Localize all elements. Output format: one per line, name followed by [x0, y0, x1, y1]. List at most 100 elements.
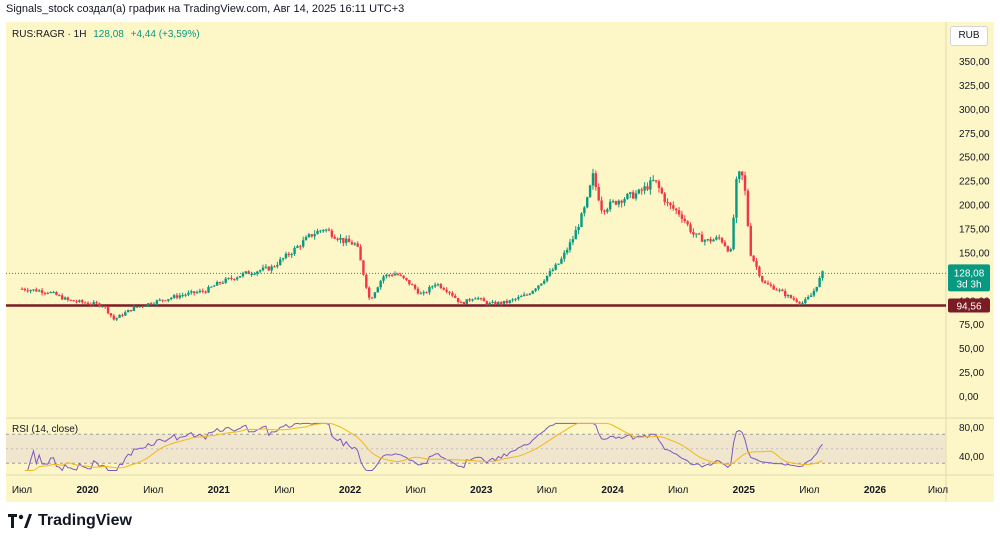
candle-body — [809, 295, 813, 297]
candle-body — [477, 298, 480, 300]
candle-body — [697, 233, 701, 235]
y-tick-label: 150,00 — [959, 248, 990, 259]
candle-body — [192, 291, 196, 294]
candle-body — [686, 221, 689, 225]
candle-body — [101, 305, 104, 307]
brand-name: TradingView — [38, 512, 132, 529]
candle-body — [241, 273, 245, 277]
candle-body — [40, 290, 44, 293]
candle-body — [330, 230, 334, 237]
candle-body — [689, 224, 692, 232]
candle-body — [669, 202, 672, 206]
candle-body — [244, 271, 247, 274]
legend-price: 128,08 — [93, 29, 124, 40]
x-tick-label: Июл — [12, 485, 32, 496]
candle-body — [718, 237, 721, 239]
candle-body — [135, 306, 138, 308]
candle-body — [322, 230, 325, 232]
level-price-tag — [948, 298, 990, 313]
candle-body — [505, 300, 509, 303]
candle-body — [591, 173, 595, 186]
candle-body — [370, 297, 374, 299]
candle-body — [502, 300, 506, 304]
candle-body — [643, 186, 646, 191]
candle-body — [373, 292, 377, 298]
candle-body — [608, 201, 612, 210]
candle-body — [353, 243, 357, 245]
candle-body — [520, 296, 523, 298]
candle-body — [124, 312, 127, 316]
candle-body — [129, 309, 133, 311]
candle-body — [603, 210, 606, 212]
candle-body — [597, 186, 600, 201]
candle-body — [365, 274, 368, 288]
candle-body — [184, 294, 187, 296]
candle-body — [778, 289, 781, 291]
rsi-tick-label: 80,00 — [959, 423, 984, 434]
candle-body — [256, 271, 259, 274]
candle-body — [488, 302, 491, 305]
candle-body — [106, 306, 110, 314]
candle-body — [755, 260, 758, 267]
candle-body — [723, 242, 727, 247]
candle-body — [634, 193, 638, 199]
symbol-label: RUS:RAGR · 1H — [12, 29, 87, 40]
candle-body — [250, 273, 253, 275]
candle-body — [258, 270, 262, 272]
candle-body — [666, 202, 669, 204]
candle-body — [293, 247, 296, 255]
candle-body — [279, 259, 282, 265]
candle-body — [339, 237, 342, 240]
candle-body — [746, 190, 750, 226]
tradingview-icon — [8, 514, 32, 528]
candle-body — [812, 290, 816, 296]
last-price-value: 128,08 — [954, 268, 985, 279]
candle-body — [752, 255, 755, 261]
candle-body — [534, 288, 537, 291]
candle-body — [646, 186, 649, 190]
candle-body — [405, 277, 408, 280]
candle-body — [474, 298, 477, 300]
chart-area[interactable] — [6, 22, 994, 502]
candle-body — [462, 302, 466, 305]
candle-body — [801, 303, 804, 305]
candle-body — [362, 260, 365, 275]
candle-body — [740, 171, 744, 176]
rsi-line — [24, 422, 823, 472]
candle-body — [336, 238, 339, 240]
candle-body — [149, 303, 153, 305]
candle-body — [98, 303, 101, 307]
candle-body — [60, 295, 64, 300]
tradingview-logo[interactable]: TradingView — [8, 512, 132, 530]
y-tick-label: 200,00 — [959, 201, 990, 212]
candle-body — [345, 238, 348, 243]
rsi-label: RSI (14, close) — [12, 424, 79, 435]
x-tick-label: Июл — [274, 485, 294, 496]
candle-body — [428, 286, 431, 293]
y-tick-label: 25,00 — [959, 368, 984, 379]
axes: 0,0025,0050,0075,00100,00125,00150,00175… — [12, 57, 990, 496]
candle-body — [626, 193, 629, 200]
candle-body — [468, 299, 471, 301]
candle-body — [815, 286, 818, 291]
candle-body — [408, 279, 411, 285]
candle-body — [281, 258, 285, 260]
candle-body — [594, 173, 598, 187]
candle-body — [238, 276, 242, 278]
x-tick-label: Июл — [668, 485, 688, 496]
candle-body — [548, 271, 552, 276]
candle-body — [563, 252, 566, 259]
candle-body — [738, 171, 741, 180]
candle-body — [720, 238, 724, 243]
candle-body — [347, 238, 351, 243]
candle-body — [640, 189, 643, 191]
candle-body — [121, 314, 124, 316]
candle-body — [781, 289, 784, 292]
currency-button[interactable]: RUB — [950, 26, 988, 46]
candle-body — [89, 304, 93, 306]
candle-body — [215, 282, 219, 286]
candle-body — [482, 298, 486, 302]
candle-body — [514, 298, 517, 300]
candle-body — [388, 274, 391, 276]
